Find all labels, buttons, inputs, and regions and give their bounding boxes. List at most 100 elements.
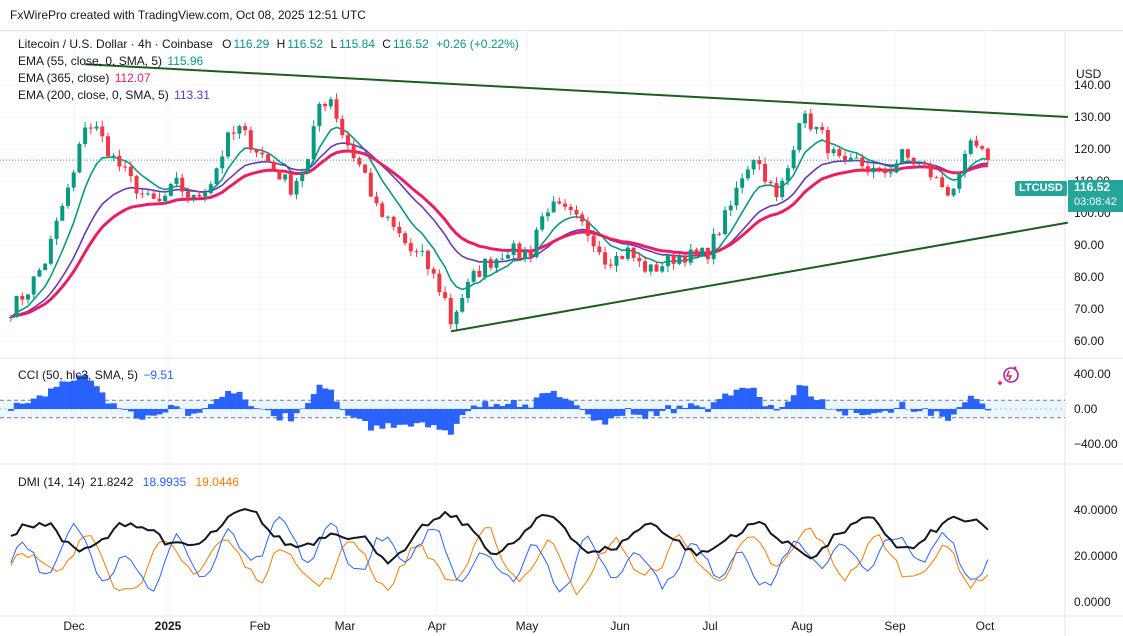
cci-bar bbox=[756, 397, 762, 409]
candle-body bbox=[55, 221, 59, 239]
cci-bar bbox=[168, 405, 174, 409]
cci-bar bbox=[419, 409, 425, 422]
cci-bar bbox=[511, 400, 517, 409]
cci-bar bbox=[414, 409, 420, 423]
cci-bar bbox=[322, 388, 328, 409]
cci-bar bbox=[528, 408, 534, 409]
cci-bar bbox=[345, 409, 351, 416]
symbol-name: Litecoin / U.S. Dollar · 4h · Coinbase bbox=[18, 37, 213, 51]
cci-bar bbox=[631, 409, 637, 415]
candle-body bbox=[335, 99, 339, 119]
candle-body bbox=[717, 234, 721, 235]
cci-bar bbox=[928, 409, 934, 416]
candle-body bbox=[117, 156, 121, 167]
candle-body bbox=[637, 258, 641, 261]
candle-body bbox=[786, 168, 790, 181]
cci-legend[interactable]: CCI (50, hlc3, SMA, 5) −9.51 bbox=[18, 368, 174, 382]
cci-bar bbox=[145, 409, 151, 415]
candle-body bbox=[386, 217, 390, 218]
candle-body bbox=[666, 255, 670, 267]
candle-body bbox=[792, 150, 796, 168]
cci-bar bbox=[454, 409, 460, 424]
candle-body bbox=[769, 182, 773, 183]
last-price-box: 116.52 03:08:42 bbox=[1068, 180, 1123, 212]
dmi-plus-line bbox=[11, 517, 988, 592]
cci-bar bbox=[105, 403, 111, 409]
ema200-label: EMA (200, close, 0, SMA, 5) bbox=[18, 88, 169, 102]
sparkle-icon[interactable] bbox=[996, 363, 1020, 387]
candle-body bbox=[237, 126, 241, 134]
candle-body bbox=[20, 296, 24, 300]
cci-bar bbox=[682, 408, 688, 409]
candle-body bbox=[672, 255, 676, 264]
candle-body bbox=[283, 174, 287, 179]
candle-body bbox=[763, 164, 767, 182]
currency-label[interactable]: USD bbox=[1076, 67, 1101, 81]
candle-body bbox=[243, 126, 247, 130]
dmi-tick-2: 0.0000 bbox=[1074, 595, 1111, 609]
cci-tick-0: 400.00 bbox=[1074, 367, 1111, 381]
cci-bar bbox=[979, 404, 985, 409]
candle-body bbox=[203, 193, 207, 197]
candle-body bbox=[797, 123, 801, 150]
time-tick-6: Jun bbox=[610, 619, 629, 633]
candle-body bbox=[854, 158, 858, 159]
time-tick-9: Sep bbox=[884, 619, 906, 633]
cci-bar bbox=[848, 409, 854, 410]
candle-body bbox=[529, 251, 533, 257]
cci-bar bbox=[728, 395, 734, 409]
candle-body bbox=[295, 181, 299, 195]
candle-body bbox=[712, 234, 716, 259]
close-value: 116.52 bbox=[393, 37, 429, 51]
cci-bar bbox=[602, 409, 608, 425]
dmi-legend[interactable]: DMI (14, 14) 21.8242 18.9935 19.0446 bbox=[18, 475, 239, 489]
cci-bar bbox=[974, 399, 980, 409]
candle-body bbox=[397, 227, 401, 233]
candle-body bbox=[106, 136, 110, 156]
chart-canvas[interactable]: 60.0070.0080.0090.00100.00110.00120.0013… bbox=[0, 31, 1123, 636]
candle-body bbox=[157, 199, 161, 201]
candle-body bbox=[409, 243, 413, 251]
cci-bar bbox=[556, 397, 562, 409]
cci-bar bbox=[665, 405, 671, 409]
grid-lines bbox=[0, 31, 1065, 616]
high-value: 116.52 bbox=[287, 37, 323, 51]
cci-bar bbox=[899, 402, 905, 409]
candle-body bbox=[557, 201, 561, 203]
candle-body bbox=[369, 173, 373, 197]
dmi-minus-value: 19.0446 bbox=[196, 475, 239, 489]
ema365-legend[interactable]: EMA (365, close) 112.07 bbox=[18, 71, 151, 85]
dmi-adx-value: 21.8242 bbox=[90, 475, 133, 489]
candle-body bbox=[889, 172, 893, 173]
candle-body bbox=[894, 163, 898, 172]
cci-bar bbox=[819, 399, 825, 409]
candle-body bbox=[694, 250, 698, 256]
candle-body bbox=[826, 130, 830, 153]
cci-bar bbox=[357, 409, 363, 419]
candle-body bbox=[129, 167, 133, 176]
candle-body bbox=[95, 126, 99, 128]
cci-bar bbox=[219, 397, 225, 409]
cci-bar bbox=[471, 406, 477, 409]
candle-body bbox=[443, 292, 447, 298]
candle-body bbox=[940, 177, 944, 187]
cci-bar bbox=[705, 409, 711, 412]
candle-body bbox=[723, 210, 727, 234]
cci-bar bbox=[734, 390, 740, 409]
candle-body bbox=[734, 188, 738, 206]
cci-bar bbox=[608, 409, 614, 418]
trendlines bbox=[85, 64, 1068, 331]
candle-body bbox=[140, 193, 144, 194]
symbol-legend[interactable]: Litecoin / U.S. Dollar · 4h · Coinbase O… bbox=[18, 37, 519, 51]
cci-bar bbox=[545, 393, 551, 409]
low-value: 115.84 bbox=[339, 37, 375, 51]
ema200-legend[interactable]: EMA (200, close, 0, SMA, 5) 113.31 bbox=[18, 88, 210, 102]
cci-bar bbox=[185, 409, 191, 416]
cci-bar bbox=[596, 409, 602, 420]
ema55-legend[interactable]: EMA (55, close, 0, SMA, 5) 115.96 bbox=[18, 54, 203, 68]
candle-body bbox=[866, 166, 870, 172]
cci-bar bbox=[517, 407, 523, 409]
cci-bar bbox=[876, 409, 882, 413]
cci-bar bbox=[836, 409, 842, 411]
candle-body bbox=[357, 158, 361, 164]
